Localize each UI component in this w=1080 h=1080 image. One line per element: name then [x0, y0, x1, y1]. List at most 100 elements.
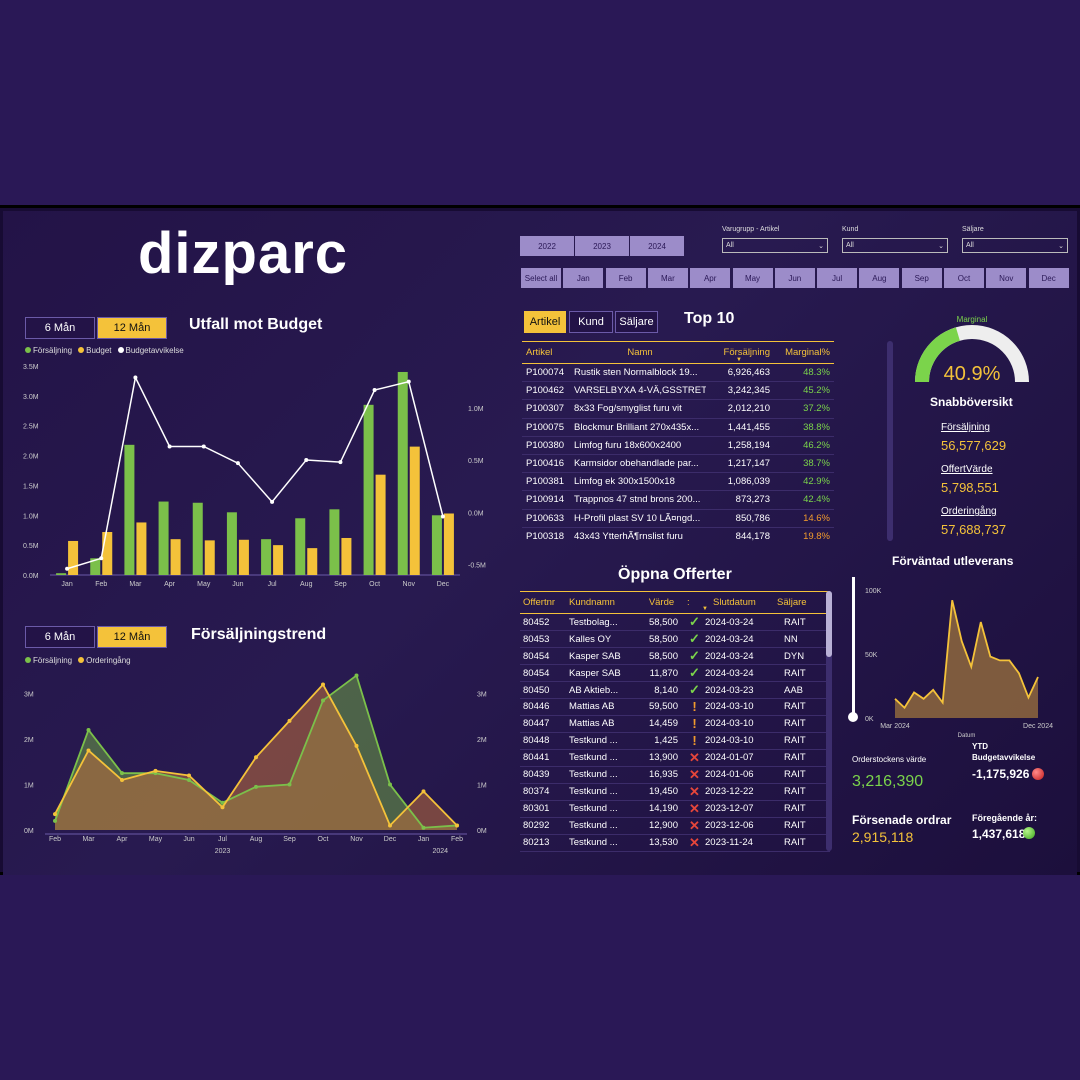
header-seller[interactable]: Säljare	[774, 591, 830, 614]
month-button-aug[interactable]: Aug	[859, 268, 900, 288]
table-row[interactable]: 80452 Testbolag... 58,500 ✓ 2024-03-24 RAIT	[520, 613, 830, 631]
y-tick-label: 3.5M	[23, 364, 39, 371]
header-status[interactable]: :	[684, 591, 702, 614]
table-row[interactable]: 80213 Testkund ... 13,530 ✕ 2023-11-24 RAIT	[520, 834, 830, 852]
table-row[interactable]: P100075 Blockmur Brilliant 270x435x... 1,4…	[522, 418, 834, 437]
table-row[interactable]: 80450 AB Aktieb... 8,140 ✓ 2024-03-23 AAB	[520, 681, 830, 699]
cell-offer-number: 80439	[520, 766, 566, 784]
product-group-dropdown[interactable]: All ⌄	[722, 238, 828, 253]
y2-tick-label: 2M	[477, 737, 487, 744]
tab-customer[interactable]: Kund	[569, 311, 613, 333]
cross-icon: ✕	[684, 783, 702, 801]
table-row[interactable]: 80454 Kasper SAB 58,500 ✓ 2024-03-24 DYN	[520, 647, 830, 665]
table-row[interactable]: P100381 Limfog ek 300x1500x18 1,086,039 42.…	[522, 472, 834, 492]
trend-point	[220, 805, 225, 810]
chevron-down-icon: ⌄	[938, 242, 944, 250]
month-button-feb[interactable]: Feb	[605, 268, 646, 288]
month-button-dec[interactable]: Dec	[1028, 268, 1069, 288]
month-button-mar[interactable]: Mar	[647, 268, 688, 288]
table-row[interactable]: 80447 Mattias AB 14,459! 2024-03-10 RAIT	[520, 715, 830, 733]
chevron-down-icon: ⌄	[818, 242, 824, 250]
cell-end-date: 2024-03-23	[702, 681, 774, 699]
tab-article[interactable]: Artikel	[524, 311, 566, 333]
table-row[interactable]: P100307 8x33 Fog/smyglist furu vit 2,012,2…	[522, 399, 834, 419]
budget-bar	[307, 548, 318, 575]
slider-handle[interactable]	[848, 712, 858, 722]
cell-customer: AB Aktieb...	[566, 681, 636, 699]
budget-bar	[409, 446, 420, 575]
y-tick-label: 2.5M	[23, 424, 39, 431]
trend-6-months-toggle[interactable]: 6 Mån	[25, 626, 95, 648]
month-button-nov[interactable]: Nov	[986, 268, 1027, 288]
check-icon: ✓	[684, 664, 702, 682]
kpi-offer-value: 5,798,551	[941, 480, 999, 495]
header-end-date[interactable]: Slutdatum ▼	[702, 591, 774, 614]
trend-area-chart: 0M 1M 2M 3M 0M 1M 2M 3M Feb Mar Apr May Jun Jul Aug Sep…	[24, 673, 487, 855]
month-button-jul[interactable]: Jul	[817, 268, 858, 288]
header-name[interactable]: Namn	[570, 341, 706, 364]
year-button-2023[interactable]: 2023	[575, 236, 629, 256]
year-button-2024[interactable]: 2024	[630, 236, 684, 256]
header-margin[interactable]: Marginal%	[774, 341, 834, 364]
cell-margin: 42.9%	[774, 472, 834, 492]
cell-article: P100914	[522, 490, 570, 510]
offers-scrollbar[interactable]	[826, 591, 832, 851]
offers-table-viewport: Offertnr Kundnamn Värde : Slutdatum ▼ Säl…	[520, 591, 830, 853]
trend-point	[187, 773, 191, 778]
tab-seller[interactable]: Säljare	[615, 311, 658, 333]
y-tick-label: 0.5M	[23, 543, 39, 550]
table-row[interactable]: P100074 Rustik sten Normalblock 19... 6,92…	[522, 363, 834, 383]
seller-dropdown[interactable]: All ⌄	[962, 238, 1068, 253]
budget-bar-chart: 0.0M 0.5M 1.0M 1.5M 2.0M 2.5M 3.0M 3.5M -0.5M 0.0…	[23, 364, 486, 588]
header-article[interactable]: Artikel	[522, 341, 570, 364]
table-row[interactable]: P100380 Limfog furu 18x600x2400 1,258,194 4…	[522, 436, 834, 455]
header-sales[interactable]: Försäljning ▼	[706, 341, 774, 364]
year-button-2022[interactable]: 2022	[520, 236, 574, 256]
delivery-range-slider[interactable]	[852, 577, 855, 715]
month-button-sep[interactable]: Sep	[901, 268, 942, 288]
table-row[interactable]: P100318 43x43 YtterhÃ¶rnslist furu 844,178…	[522, 527, 834, 542]
month-button-select-all[interactable]: Select all	[521, 268, 561, 288]
table-row[interactable]: 80448 Testkund ... 1,425! 2024-03-10 RAIT	[520, 732, 830, 750]
budget-12-months-toggle[interactable]: 12 Mån	[97, 317, 167, 339]
table-row[interactable]: 80446 Mattias AB 59,500! 2024-03-10 RAIT	[520, 698, 830, 716]
month-button-apr[interactable]: Apr	[690, 268, 731, 288]
x-tick-label: Feb	[49, 836, 61, 843]
cross-icon: ✕	[684, 800, 702, 818]
sales-bar	[431, 515, 442, 575]
cell-seller: RAIT	[774, 749, 830, 767]
table-row[interactable]: 80439 Testkund ... 16,935 ✕ 2024-01-06 RAIT	[520, 766, 830, 784]
deviation-point	[338, 460, 343, 465]
table-row[interactable]: 80292 Testkund ... 12,900 ✕ 2023-12-06 RAIT	[520, 817, 830, 835]
month-button-oct[interactable]: Oct	[944, 268, 984, 288]
budget-chart-title: Utfall mot Budget	[189, 316, 323, 333]
top10-scrollbar[interactable]	[887, 341, 893, 541]
table-row[interactable]: P100914 Trappnos 47 stnd brons 200... 873,…	[522, 490, 834, 510]
chevron-down-icon: ⌄	[1058, 242, 1064, 250]
header-customer-name[interactable]: Kundnamn	[566, 591, 636, 614]
header-offer-number[interactable]: Offertnr	[520, 591, 566, 614]
budget-bar	[341, 537, 352, 575]
trend-12-months-toggle[interactable]: 12 Mån	[97, 626, 167, 648]
table-row[interactable]: P100416 Karmsidor obehandlade par... 1,217…	[522, 454, 834, 474]
month-button-may[interactable]: May	[732, 268, 773, 288]
trend-point	[287, 718, 292, 723]
table-row[interactable]: P100633 H-Profil plast SV 10 LÃ¤ngd... 850…	[522, 509, 834, 528]
cell-name: Blockmur Brilliant 270x435x...	[570, 418, 706, 437]
table-row[interactable]: 80453 Kalles OY 58,500 ✓ 2024-03-24 NN	[520, 630, 830, 648]
month-button-jan[interactable]: Jan	[563, 268, 604, 288]
header-value[interactable]: Värde	[636, 591, 684, 614]
table-row[interactable]: P100462 VARSELBYXA 4-VÄ,GSSTRET... 3,242,3…	[522, 381, 834, 401]
table-row[interactable]: 80454 Kasper SAB 11,870 ✓ 2024-03-24 RAIT	[520, 664, 830, 682]
cell-customer: Mattias AB	[566, 715, 636, 733]
table-row[interactable]: 80301 Testkund ... 14,190 ✕ 2023-12-07 RAIT	[520, 800, 830, 818]
month-button-jun[interactable]: Jun	[774, 268, 815, 288]
table-row[interactable]: 80441 Testkund ... 13,900 ✕ 2024-01-07 RAIT	[520, 749, 830, 767]
cell-value: 14,459	[636, 715, 684, 733]
table-row[interactable]: 80374 Testkund ... 19,450 ✕ 2023-12-22 RAIT	[520, 783, 830, 801]
budget-6-months-toggle[interactable]: 6 Mån	[25, 317, 95, 339]
customer-dropdown[interactable]: All ⌄	[842, 238, 948, 253]
budget-bar	[136, 522, 147, 575]
offers-scroll-thumb[interactable]	[826, 591, 832, 657]
ytd-label: YTD	[972, 742, 988, 751]
